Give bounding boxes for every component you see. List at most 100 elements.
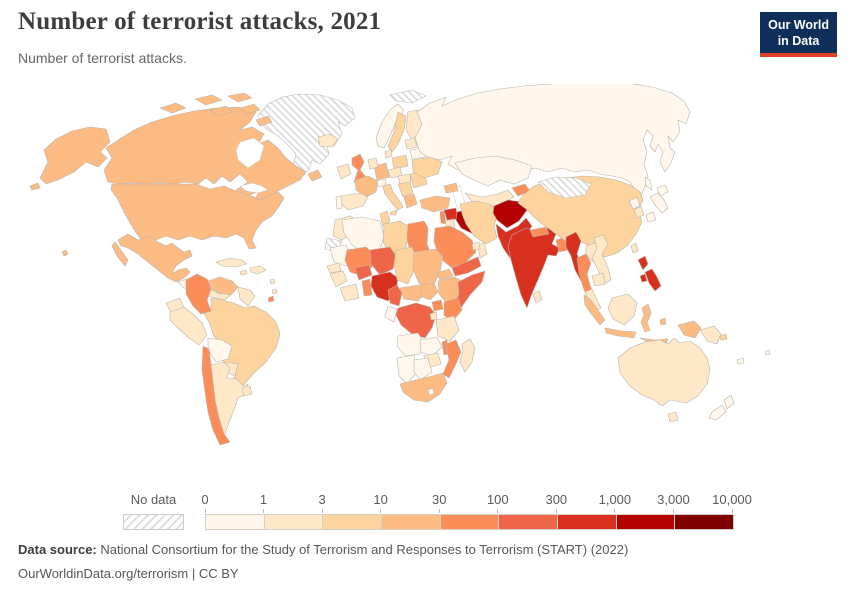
country-congo-gabon[interactable] [384,305,398,323]
country-senegal[interactable] [326,262,342,274]
country-caucasus[interactable] [443,182,459,194]
country-indonesia-java[interactable] [604,327,637,339]
country-borneo[interactable] [607,293,638,326]
owid-logo[interactable]: Our World in Data [760,12,837,58]
country-madagascar[interactable] [459,338,476,373]
country-tunisia[interactable] [379,210,391,227]
country-canada-arctic-4[interactable] [209,105,233,117]
country-balkans[interactable] [397,181,414,198]
country-sri-lanka[interactable] [532,290,543,304]
country-angola[interactable] [396,332,425,357]
country-italy[interactable] [382,183,404,211]
country-uganda[interactable] [431,299,444,312]
country-afghanistan[interactable] [492,199,528,229]
country-mexico[interactable] [117,233,193,283]
country-philippines-mindanao[interactable] [644,268,662,292]
country-france[interactable] [354,175,379,198]
country-botswana[interactable] [413,357,433,381]
country-central-america-south[interactable] [203,289,231,301]
country-baltics[interactable] [404,137,418,150]
country-sudan[interactable] [412,248,444,286]
country-uae[interactable] [471,241,481,251]
country-guyanas[interactable] [237,286,256,307]
country-burkina-faso[interactable] [354,264,373,281]
country-tanzania[interactable] [435,315,460,342]
legend-segment-1,000-3,000[interactable] [615,515,675,529]
legend-segment-0-1[interactable] [206,515,264,529]
country-poland[interactable] [391,154,409,170]
country-zambia[interactable] [419,336,443,357]
country-korea-north[interactable] [628,196,641,210]
country-usa-hawaii[interactable] [61,249,69,257]
country-cameroon[interactable] [387,284,403,307]
country-canada-arctic-3[interactable] [227,92,253,103]
country-kenya[interactable] [443,297,463,323]
owid-terrorism-link[interactable]: OurWorldinData.org/terrorism [18,566,189,582]
country-canada-arctic-2[interactable] [194,94,223,106]
country-indonesia-papua[interactable] [677,320,702,339]
country-guinea-region[interactable] [329,270,348,288]
country-canada-arctic-5[interactable] [239,103,261,115]
country-usa-aleutians[interactable] [29,182,41,191]
no-data-swatch[interactable] [123,514,184,530]
country-drc[interactable] [395,302,437,339]
country-ireland[interactable] [336,163,352,180]
country-chad[interactable] [393,246,417,285]
legend-segment-3-10[interactable] [322,515,382,529]
country-hispaniola[interactable] [249,265,267,275]
country-taiwan[interactable] [630,242,639,254]
country-lesotho[interactable] [427,387,435,396]
country-chile[interactable] [201,345,231,446]
country-hungary-region[interactable] [397,173,412,185]
country-iceland[interactable] [317,133,339,148]
country-new-zealand-north[interactable] [723,394,735,410]
country-trinidad[interactable] [267,295,275,303]
country-italy-sicily[interactable] [389,209,398,216]
country-nepal[interactable] [529,226,550,238]
country-kazakhstan[interactable] [454,155,533,187]
country-china[interactable] [517,175,644,258]
country-lesser-antilles-1[interactable] [269,278,276,285]
country-australia[interactable] [617,337,711,407]
country-namibia[interactable] [396,354,418,385]
country-togo-benin[interactable] [361,278,373,297]
country-vietnam[interactable] [591,234,612,285]
country-portugal[interactable] [335,195,343,210]
legend-segment-3,000-10,000[interactable] [674,515,734,529]
country-papua-new-guinea[interactable] [699,325,722,345]
country-mozambique[interactable] [442,339,462,379]
country-philippines-luzon[interactable] [637,255,649,271]
legend-segment-1-3[interactable] [263,515,323,529]
country-south-africa[interactable] [399,372,448,403]
country-uruguay[interactable] [241,385,253,397]
country-jamaica[interactable] [239,269,248,276]
country-turkey[interactable] [419,195,451,213]
country-new-caledonia[interactable] [736,357,745,365]
country-philippines-visayas[interactable] [639,273,648,283]
country-usa-alaska[interactable] [39,126,111,185]
country-eritrea[interactable] [436,268,454,281]
country-jordan[interactable] [444,218,456,229]
country-indonesia-sumatra[interactable] [583,294,606,326]
country-ivory-coast-ghana[interactable] [339,283,360,302]
country-benelux[interactable] [367,157,379,170]
country-sweden[interactable] [387,111,407,153]
country-japan-kyushu[interactable] [645,211,657,223]
country-indonesia-maluku[interactable] [659,317,667,326]
country-brazil[interactable] [203,297,281,393]
country-syria[interactable] [443,207,459,221]
country-new-zealand-south[interactable] [708,404,727,421]
country-canada-arctic-1[interactable] [159,102,187,114]
country-cambodia[interactable] [591,272,606,287]
country-japan-hokkaido[interactable] [656,184,669,197]
country-japan-honshu[interactable] [649,192,669,214]
country-peru[interactable] [169,306,208,346]
country-russia-sakhalin[interactable] [644,176,653,191]
legend-segment-30-100[interactable] [439,515,499,529]
country-egypt[interactable] [406,220,431,253]
legend-segment-100-300[interactable] [498,515,558,529]
country-korea-south[interactable] [633,205,645,219]
country-south-sudan[interactable] [419,282,439,301]
country-indonesia-sulawesi[interactable] [640,303,652,333]
country-canada-arctic-6[interactable] [255,115,273,127]
